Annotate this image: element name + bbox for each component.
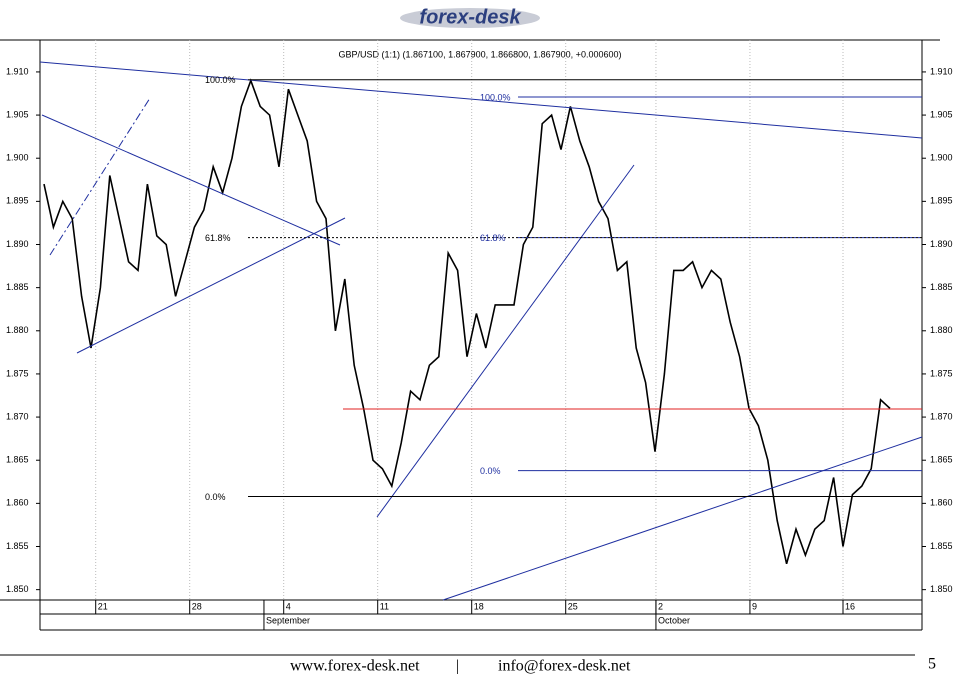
x-tick-label: 18 (474, 601, 484, 611)
page-number: 5 (928, 656, 936, 673)
x-tick-label: 21 (98, 601, 108, 611)
y-tick-label-right: 1.900 (930, 153, 953, 163)
y-tick-label-right: 1.895 (930, 196, 953, 206)
plot-frame (39, 39, 923, 601)
y-tick-label: 1.870 (6, 411, 29, 421)
trendline (442, 436, 923, 601)
y-tick-label: 1.855 (6, 541, 29, 551)
y-tick-label-right: 1.905 (930, 109, 953, 119)
y-tick-label: 1.910 (6, 66, 29, 76)
x-tick-label: 11 (380, 601, 389, 611)
y-tick-label-right: 1.870 (930, 411, 953, 421)
y-tick-label: 1.885 (6, 282, 29, 292)
y-tick-label-right: 1.865 (930, 455, 953, 465)
plot (43, 40, 891, 600)
logo: forex-desk (419, 6, 521, 28)
y-tick-label: 1.875 (6, 368, 29, 378)
logo-swoosh (400, 8, 540, 28)
fib-label: 100.0% (480, 92, 511, 102)
footer-email: info@forex-desk.net (498, 658, 631, 675)
chart-title: GBP/USD (1:1) (1.867100, 1.867900, 1.866… (339, 49, 622, 59)
y-tick-label: 1.890 (6, 239, 29, 249)
y-tick-label: 1.895 (6, 196, 29, 206)
y-tick-label-right: 1.860 (930, 498, 953, 508)
x-tick-label: 25 (568, 601, 578, 611)
month-label: October (658, 615, 690, 625)
trendlines (39, 61, 923, 601)
y-tick-label-right: 1.850 (930, 584, 953, 594)
trendline (41, 114, 341, 246)
y-tick-label: 1.860 (6, 498, 29, 508)
y-tick-label-right: 1.855 (930, 541, 953, 551)
trendline (39, 61, 923, 139)
x-tick-label: 16 (845, 601, 855, 611)
y-tick-label: 1.900 (6, 153, 29, 163)
fib-label: 100.0% (205, 75, 236, 85)
x-tick-label: 4 (286, 601, 291, 611)
y-tick-label: 1.865 (6, 455, 29, 465)
fib-label: 0.0% (205, 492, 226, 502)
trendline (76, 217, 346, 354)
footer-separator: | (456, 658, 459, 675)
y-tick-label-right: 1.890 (930, 239, 953, 249)
trendline (49, 97, 151, 256)
fib-label: 61.8% (205, 233, 231, 243)
x-tick-label: 28 (192, 601, 202, 611)
month-label: September (266, 615, 310, 625)
y-tick-label-right: 1.880 (930, 325, 953, 335)
y-tick-label-right: 1.885 (930, 282, 953, 292)
x-tick-label: 9 (752, 601, 757, 611)
price-line (43, 78, 891, 565)
y-tick-label: 1.905 (6, 109, 29, 119)
y-tick-label-right: 1.910 (930, 66, 953, 76)
y-tick-label: 1.880 (6, 325, 29, 335)
y-tick-label-right: 1.875 (930, 368, 953, 378)
fib-label: 61.8% (480, 233, 506, 243)
trendline (376, 164, 635, 518)
fib-label: 0.0% (480, 466, 501, 476)
footer-website: www.forex-desk.net (290, 658, 420, 675)
y-tick-label: 1.850 (6, 584, 29, 594)
x-tick-label: 2 (658, 601, 663, 611)
